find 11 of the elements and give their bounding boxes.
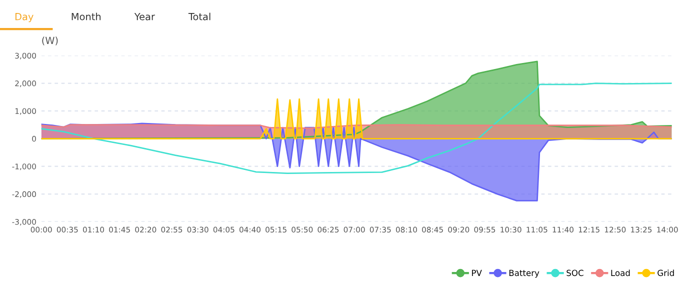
- line-series: [41, 82, 672, 174]
- legend-label: SOC: [566, 270, 584, 276]
- text: Month: [72, 12, 101, 20]
- text: Day: [15, 13, 34, 22]
- legend-label: Battery: [509, 270, 540, 278]
- y-axis-title: (W): [42, 36, 58, 46]
- legend-label: Grid: [658, 270, 674, 276]
- legend-label: PV: [472, 270, 482, 276]
- text: Year: [134, 13, 155, 20]
- legend-label: Load: [611, 270, 630, 276]
- text: Total: [188, 12, 210, 20]
